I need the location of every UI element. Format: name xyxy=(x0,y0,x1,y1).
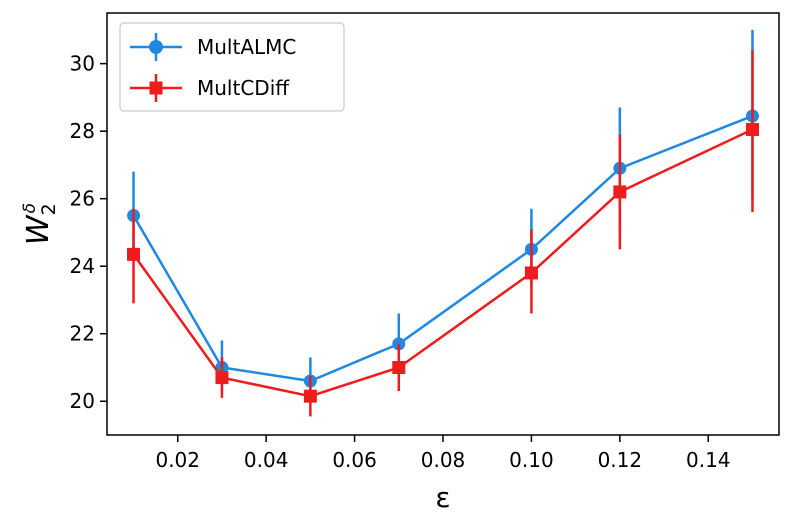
y-tick-label: 20 xyxy=(70,389,95,413)
data-point-multcdiff xyxy=(215,371,229,385)
plot-frame xyxy=(106,12,780,436)
legend-label-multcdiff: MultCDiff xyxy=(197,76,290,100)
y-tick-label: 30 xyxy=(70,52,95,76)
y-axis-label-sub: 2 xyxy=(38,203,60,215)
x-axis-label: ε xyxy=(435,481,450,514)
y-tick-label: 26 xyxy=(70,187,95,211)
data-point-multcdiff xyxy=(392,360,406,374)
x-tick-label: 0.10 xyxy=(509,448,554,472)
x-ticks: 0.02 0.04 0.06 0.08 0.10 0.12 0.14 xyxy=(155,435,731,472)
data-point-multcdiff xyxy=(524,266,538,280)
y-ticks: 20 22 24 26 28 30 xyxy=(70,52,107,413)
legend-label-multalmc: MultALMC xyxy=(197,35,296,59)
data-point-multcdiff xyxy=(127,247,141,261)
x-tick-label: 0.08 xyxy=(421,448,466,472)
series-multcdiff xyxy=(127,50,759,417)
series-line-multalmc xyxy=(132,114,753,383)
plot-layer xyxy=(127,29,759,417)
svg-text:W2δ: W2δ xyxy=(20,203,60,245)
x-tick-label: 0.04 xyxy=(244,448,289,472)
x-tick-label: 0.12 xyxy=(598,448,643,472)
legend: MultALMC MultCDiff xyxy=(119,22,345,112)
y-axis-label-base: W xyxy=(21,214,56,245)
y-axis-label-sup: δ xyxy=(20,203,40,213)
legend-marker-multcdiff xyxy=(149,81,163,95)
y-axis-label: W2δ xyxy=(20,203,60,245)
y-tick-label: 22 xyxy=(70,322,95,346)
y-tick-label: 24 xyxy=(70,254,95,278)
data-point-multcdiff xyxy=(613,185,627,199)
x-tick-label: 0.02 xyxy=(155,448,200,472)
y-tick-label: 28 xyxy=(70,119,95,143)
legend-marker-multalmc xyxy=(149,40,163,54)
x-tick-label: 0.06 xyxy=(332,448,377,472)
series-line-multcdiff xyxy=(132,128,754,398)
data-point-multcdiff xyxy=(745,122,759,136)
data-point-multcdiff xyxy=(303,389,317,403)
x-tick-label: 0.14 xyxy=(686,448,731,472)
